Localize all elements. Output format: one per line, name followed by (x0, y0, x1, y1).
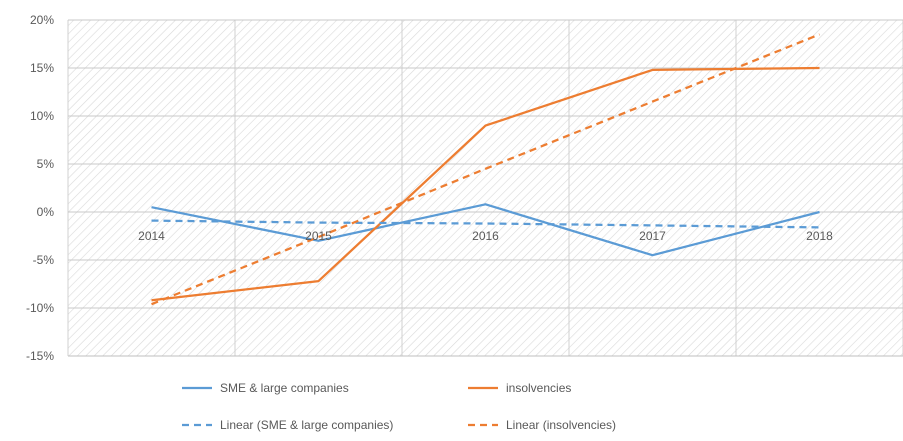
y-tick-label: 20% (30, 13, 54, 27)
y-tick-label: 5% (37, 157, 55, 171)
y-tick-label: 10% (30, 109, 54, 123)
x-tick-label: 2014 (138, 229, 165, 243)
series-line-linear-sme-large-companies (151, 219, 820, 229)
legend-label: Linear (SME & large companies) (220, 418, 393, 432)
x-tick-label: 2017 (639, 229, 666, 243)
legend-label: insolvencies (506, 381, 571, 395)
x-tick-label: 2016 (472, 229, 499, 243)
y-tick-label: -10% (26, 301, 54, 315)
y-tick-label: -5% (33, 253, 55, 267)
series-line-sme-large-companies (151, 203, 820, 257)
series-line-insolvencies (151, 66, 820, 302)
legend-label: Linear (insolvencies) (506, 418, 616, 432)
legend-item: insolvencies (468, 381, 571, 395)
y-tick-label: 0% (37, 205, 55, 219)
x-tick-label: 2018 (806, 229, 833, 243)
legend: SME & large companies insolvencies Linear … (182, 381, 616, 432)
legend-item: Linear (SME & large companies) (182, 418, 393, 432)
plot-area (68, 20, 903, 356)
legend-label: SME & large companies (220, 381, 349, 395)
x-tick-label: 2015 (305, 229, 332, 243)
y-tick-label: 15% (30, 61, 54, 75)
y-tick-label: -15% (26, 349, 54, 363)
legend-item: SME & large companies (182, 381, 349, 395)
series-line-linear-insolvencies (151, 33, 820, 306)
legend-item: Linear (insolvencies) (468, 418, 616, 432)
